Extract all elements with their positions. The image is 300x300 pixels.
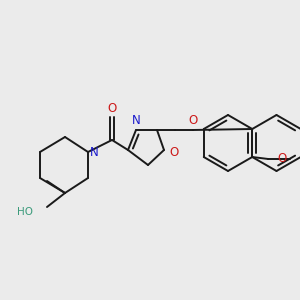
Text: O: O [107,103,117,116]
Text: N: N [132,115,140,128]
Text: HO: HO [17,207,33,217]
Text: O: O [278,152,287,166]
Text: N: N [90,146,98,158]
Text: O: O [169,146,178,158]
Text: O: O [188,115,198,128]
